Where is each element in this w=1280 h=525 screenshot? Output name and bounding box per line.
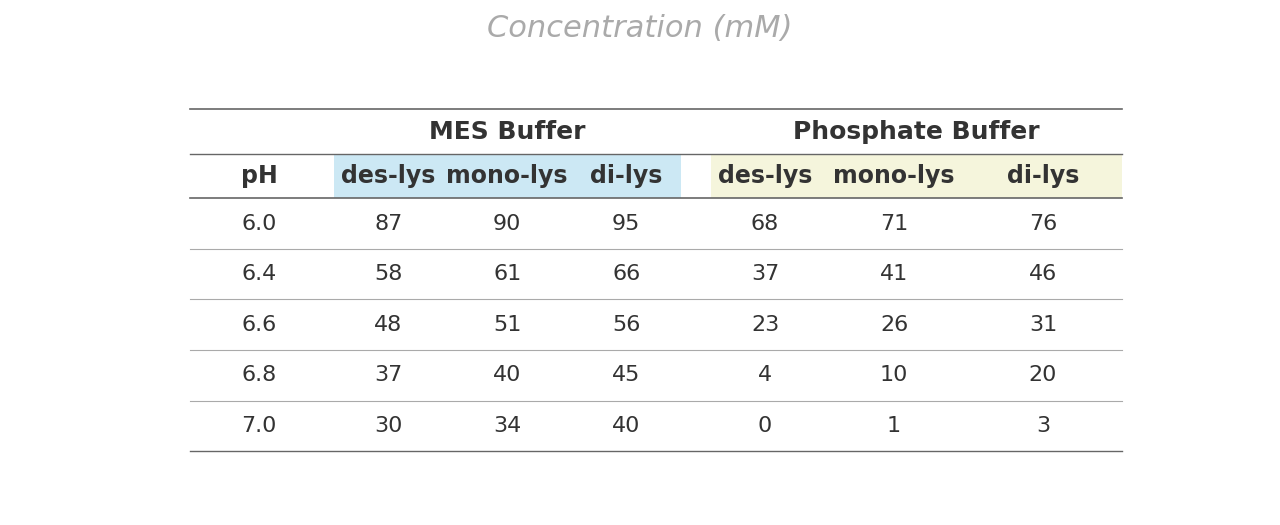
Text: 58: 58 xyxy=(374,264,402,284)
Text: mono-lys: mono-lys xyxy=(447,164,568,188)
Bar xyxy=(334,154,681,198)
Text: 6.6: 6.6 xyxy=(242,315,276,335)
Text: 7.0: 7.0 xyxy=(242,416,276,436)
Text: di-lys: di-lys xyxy=(1006,164,1079,188)
Text: 90: 90 xyxy=(493,214,521,234)
Text: Concentration (mM): Concentration (mM) xyxy=(488,14,792,44)
Text: 76: 76 xyxy=(1029,214,1057,234)
Text: 26: 26 xyxy=(879,315,909,335)
Text: 34: 34 xyxy=(493,416,521,436)
Text: Phosphate Buffer: Phosphate Buffer xyxy=(794,120,1039,144)
Text: 40: 40 xyxy=(612,416,640,436)
Text: 6.4: 6.4 xyxy=(242,264,276,284)
Bar xyxy=(710,154,1123,198)
Text: 46: 46 xyxy=(1029,264,1057,284)
Text: 51: 51 xyxy=(493,315,521,335)
Text: 87: 87 xyxy=(374,214,402,234)
Text: pH: pH xyxy=(241,164,278,188)
Text: des-lys: des-lys xyxy=(340,164,435,188)
Text: di-lys: di-lys xyxy=(590,164,663,188)
Text: 20: 20 xyxy=(1029,365,1057,385)
Text: MES Buffer: MES Buffer xyxy=(429,120,585,144)
Text: 6.0: 6.0 xyxy=(242,214,276,234)
Text: 31: 31 xyxy=(1029,315,1057,335)
Text: 56: 56 xyxy=(612,315,640,335)
Text: 68: 68 xyxy=(751,214,780,234)
Text: 30: 30 xyxy=(374,416,402,436)
Text: 0: 0 xyxy=(758,416,772,436)
Text: mono-lys: mono-lys xyxy=(833,164,955,188)
Text: 37: 37 xyxy=(374,365,402,385)
Text: 40: 40 xyxy=(493,365,521,385)
Text: 37: 37 xyxy=(751,264,780,284)
Text: 66: 66 xyxy=(612,264,640,284)
Text: 71: 71 xyxy=(879,214,909,234)
Text: 41: 41 xyxy=(879,264,909,284)
Text: 45: 45 xyxy=(612,365,640,385)
Text: des-lys: des-lys xyxy=(718,164,813,188)
Text: 3: 3 xyxy=(1036,416,1050,436)
Text: 6.8: 6.8 xyxy=(242,365,276,385)
Text: 61: 61 xyxy=(493,264,521,284)
Text: 10: 10 xyxy=(879,365,909,385)
Text: 95: 95 xyxy=(612,214,640,234)
Text: 1: 1 xyxy=(887,416,901,436)
Text: 48: 48 xyxy=(374,315,402,335)
Text: 23: 23 xyxy=(751,315,780,335)
Text: 4: 4 xyxy=(758,365,772,385)
